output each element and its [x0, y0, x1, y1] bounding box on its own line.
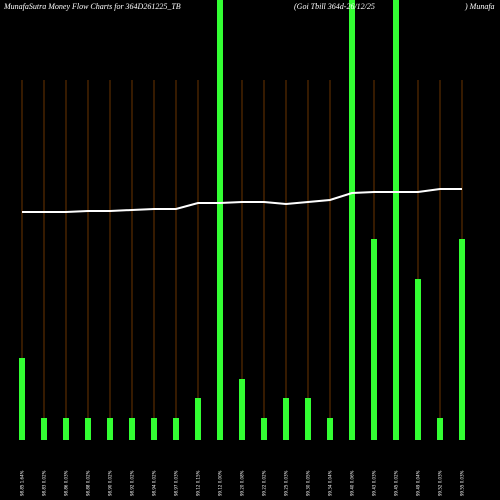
- bar: [305, 398, 311, 440]
- x-tick-label: 98.86 0.03%: [64, 470, 69, 496]
- bar: [41, 418, 47, 440]
- x-tick-label: 99.45 0.02%: [394, 470, 399, 496]
- bar: [437, 418, 443, 440]
- bar: [283, 398, 289, 440]
- bar: [239, 379, 245, 440]
- x-tick-label: 99.25 0.03%: [284, 470, 289, 496]
- x-tick-label: 98.90 0.02%: [108, 470, 113, 496]
- x-tick-label: 99.20 0.08%: [240, 470, 245, 496]
- x-tick-label: 98.83 0.02%: [42, 470, 47, 496]
- bar: [415, 279, 421, 440]
- x-tick-label: 99.34 0.04%: [328, 470, 333, 496]
- plot: 98.85 1.64% 98.83 0.02% 98.86 0.03% 98.88 0…: [19, 0, 465, 496]
- chart-title: MunafaSutra Money Flow Charts for 364D26…: [3, 2, 181, 11]
- x-tick-label: 99.43 0.03%: [372, 470, 377, 496]
- x-tick-label: 99.12 0.15%: [196, 470, 201, 496]
- x-tick-label: 98.94 0.02%: [152, 470, 157, 496]
- bar: [261, 418, 267, 440]
- x-tick-label: 98.97 0.03%: [174, 470, 179, 496]
- bar: [459, 239, 465, 440]
- bar: [217, 0, 223, 440]
- x-tick-label: 98.92 0.02%: [130, 470, 135, 496]
- bar: [173, 418, 179, 440]
- bar: [151, 418, 157, 440]
- money-flow-line: [22, 188, 462, 213]
- x-tick-label: 99.40 0.06%: [350, 470, 355, 496]
- chart-title: (Goi Tbill 364d-26/12/25: [294, 2, 375, 11]
- x-tick-label: 98.88 0.02%: [86, 470, 91, 496]
- x-tick-label: 99.55 0.03%: [460, 470, 465, 496]
- bar: [371, 239, 377, 440]
- bar: [63, 418, 69, 440]
- bar: [107, 418, 113, 440]
- bar: [85, 418, 91, 440]
- chart-title: ) Munafa: [464, 2, 495, 11]
- x-tick-label: 98.85 1.64%: [20, 470, 25, 496]
- x-tick-label: 99.12 0.00%: [218, 470, 223, 496]
- x-tick-label: 99.52 0.03%: [438, 470, 443, 496]
- bar: [19, 358, 25, 440]
- bar: [195, 398, 201, 440]
- bar: [349, 0, 355, 440]
- x-tick-label: 99.49 0.04%: [416, 470, 421, 496]
- bar: [327, 418, 333, 440]
- bar: [129, 418, 135, 440]
- x-tick-label: 99.30 0.05%: [306, 470, 311, 496]
- x-tick-label: 99.22 0.02%: [262, 470, 267, 496]
- bar: [393, 0, 399, 440]
